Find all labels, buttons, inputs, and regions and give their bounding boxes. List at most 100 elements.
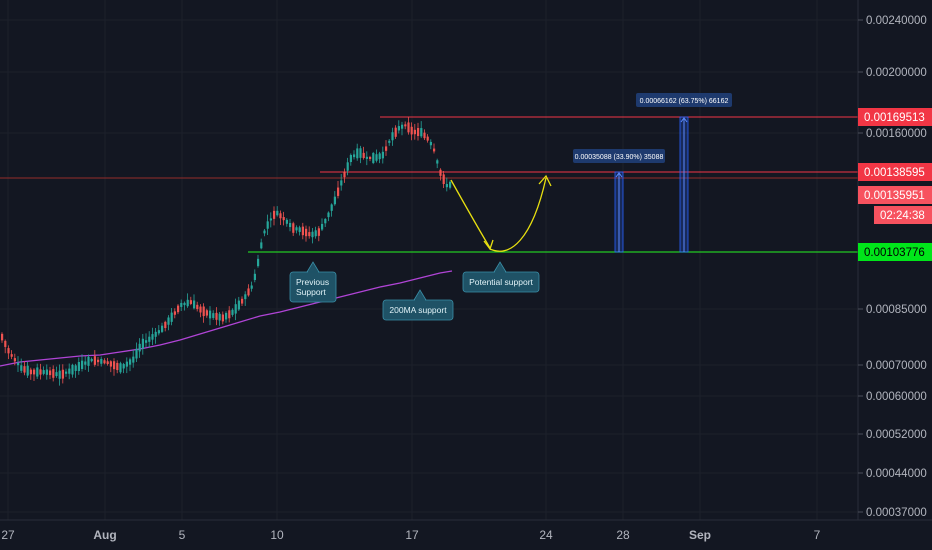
grid — [0, 0, 858, 520]
candle — [439, 168, 442, 181]
candle — [119, 361, 122, 374]
candle — [449, 180, 452, 190]
candle — [244, 291, 247, 306]
candle — [157, 325, 160, 336]
candle — [260, 238, 263, 250]
measure-large: 0.00066162 (63.75%) 66162 — [636, 93, 732, 253]
candle — [129, 357, 132, 372]
candle — [234, 298, 237, 321]
candle — [276, 206, 279, 217]
candle — [202, 303, 205, 323]
candle — [375, 149, 378, 163]
measure-label: 0.00035088 (33.90%) 35088 — [575, 154, 664, 161]
candle — [282, 211, 285, 226]
candle — [29, 367, 32, 380]
candle — [106, 357, 109, 366]
projection-down — [450, 179, 491, 249]
projection-up — [489, 177, 547, 252]
candle — [426, 134, 429, 143]
candle — [285, 218, 288, 227]
candle — [49, 366, 52, 380]
candle — [135, 342, 138, 362]
candle — [359, 145, 362, 164]
callout-text: 200MA support — [389, 305, 447, 315]
candle — [45, 364, 48, 380]
candle — [356, 143, 359, 161]
candle — [52, 365, 55, 382]
candle — [445, 177, 448, 192]
candle — [122, 362, 125, 374]
y-tick-label: 0.00200000 — [866, 67, 927, 79]
x-tick-label: 17 — [405, 528, 419, 542]
x-tick-label: 5 — [179, 528, 186, 542]
candle — [308, 226, 311, 239]
candle — [257, 254, 260, 268]
candle — [218, 312, 221, 326]
candle — [20, 358, 23, 373]
candle — [65, 368, 68, 377]
y-tick-label: 0.00044000 — [866, 468, 927, 480]
candle — [186, 293, 189, 308]
price-label: 0.00169513 — [864, 112, 925, 124]
price-axis: 0.00240000 0.00200000 0.00160000 0.00085000… — [857, 0, 932, 520]
candle — [273, 206, 276, 226]
candle — [109, 360, 112, 373]
candle — [429, 139, 432, 150]
candle — [173, 308, 176, 319]
ma200-support-callout: 200MA support — [382, 289, 454, 321]
horizontal-levels — [0, 116, 858, 253]
candle — [189, 296, 192, 306]
candle — [237, 296, 240, 312]
candle — [177, 304, 180, 315]
candle — [311, 227, 314, 244]
candle — [145, 333, 148, 348]
candle — [362, 146, 365, 160]
candle — [327, 211, 330, 222]
candle — [183, 301, 186, 311]
candle — [39, 363, 42, 380]
candle — [343, 168, 346, 183]
candle — [212, 310, 215, 320]
candle — [100, 356, 103, 367]
candle — [420, 121, 423, 139]
candle — [337, 180, 340, 199]
candle — [298, 225, 301, 236]
candle — [394, 125, 397, 139]
candle — [90, 357, 93, 363]
candle — [26, 362, 29, 378]
candle — [369, 155, 372, 162]
measure-label: 0.00066162 (63.75%) 66162 — [640, 98, 729, 105]
candle — [87, 354, 90, 372]
x-tick-label: 27 — [1, 528, 15, 542]
callout-text: Previous — [296, 277, 329, 287]
candle — [388, 138, 391, 146]
candle — [333, 191, 336, 206]
candle — [321, 218, 324, 231]
candle — [81, 354, 84, 372]
candle — [205, 308, 208, 318]
candle — [381, 146, 384, 164]
candle — [301, 222, 304, 240]
candle — [10, 350, 13, 360]
candle — [423, 129, 426, 141]
candle — [93, 350, 96, 367]
potential-support-callout: Potential support — [462, 261, 540, 293]
x-tick-label: Sep — [689, 528, 711, 542]
price-label-bg — [858, 186, 932, 204]
candle — [221, 311, 224, 325]
time-axis: 27 Aug 5 10 17 24 28 Sep 7 — [0, 519, 932, 550]
candle — [324, 218, 327, 227]
candle — [231, 308, 234, 317]
price-label: 02:24:38 — [880, 210, 925, 222]
projection-arrowhead-up — [538, 174, 552, 187]
candle — [42, 366, 45, 376]
y-tick-label: 0.00085000 — [866, 304, 927, 316]
candle — [97, 357, 100, 367]
y-tick-label: 0.00037000 — [866, 507, 927, 519]
candle — [372, 151, 375, 165]
candle — [385, 140, 388, 156]
candle — [23, 361, 26, 376]
